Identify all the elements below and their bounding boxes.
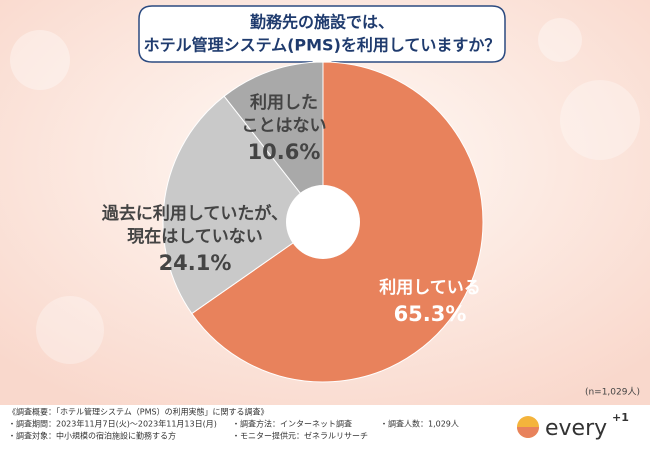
- bokeh: [538, 18, 582, 62]
- footer-bg: [0, 405, 650, 450]
- title: 勤務先の施設では、: [250, 13, 394, 32]
- donut-hole: [286, 185, 360, 259]
- bokeh: [36, 296, 104, 364]
- footer-text: ・調査対象：中小規模の宿泊施設に勤務する方: [8, 431, 176, 441]
- value-label: 24.1%: [159, 251, 232, 275]
- slice-label: 利用した: [250, 92, 318, 113]
- logo-icon: [517, 427, 539, 438]
- footer-text: ・調査人数：1,029人: [380, 419, 459, 429]
- logo-sup: +1: [612, 411, 629, 424]
- logo: every: [545, 416, 607, 441]
- title: ホテル管理システム(PMS)を利用していますか？: [144, 36, 501, 55]
- bokeh: [10, 30, 70, 90]
- footer-text: 《調査概要：「ホテル管理システム（PMS）の利用実態」に関する調査》: [8, 407, 269, 417]
- footer-text: ・調査期間：2023年11月7日(火)～2023年11月13日(月): [8, 419, 217, 429]
- slice: [162, 95, 324, 315]
- slice-label: 過去に利用していたが、: [102, 203, 288, 224]
- note: (n=1,029人): [585, 387, 640, 398]
- slice-label: ことはない: [242, 116, 327, 136]
- footer-text: ・調査方法：インターネット調査: [232, 419, 352, 429]
- value-label: 10.6%: [248, 140, 321, 164]
- value-label: 65.3%: [394, 302, 467, 326]
- bokeh: [560, 80, 640, 160]
- slice-label: 現在はしていない: [127, 226, 263, 247]
- footer-text: ・モニター提供元：ゼネラルリサーチ: [232, 431, 368, 441]
- slice: [223, 61, 324, 224]
- slice-label: 利用している: [379, 277, 481, 298]
